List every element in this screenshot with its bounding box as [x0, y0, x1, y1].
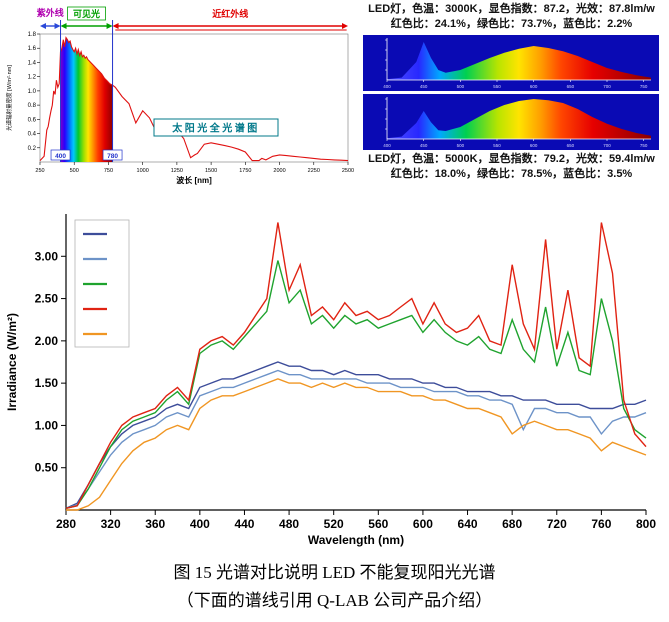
x-tick-label: 520 — [324, 517, 344, 531]
y-tick-label: 1.00 — [35, 418, 59, 432]
x-tick-label: 760 — [591, 517, 611, 531]
svg-text:2500: 2500 — [342, 168, 354, 174]
series-green — [65, 260, 647, 509]
svg-text:1.8: 1.8 — [28, 32, 37, 38]
svg-text:500: 500 — [457, 143, 465, 148]
x-tick-label: 360 — [145, 517, 165, 531]
svg-text:500: 500 — [457, 84, 465, 89]
solar-chart-svg: 0.2 0.4 0.6 0.8 1.0 1.2 1.4 1.6 1.8 250 500 750 1000… — [5, 6, 354, 185]
solar-chart-title: 太阳光全光谱图 — [171, 122, 260, 135]
svg-text:0.4: 0.4 — [28, 132, 37, 138]
solar-spectrum-chart: 0.2 0.4 0.6 0.8 1.0 1.2 1.4 1.6 1.8 250 500 750 1000… — [2, 4, 354, 204]
svg-text:1.0: 1.0 — [28, 89, 37, 95]
boundary-label: 780 — [107, 153, 118, 160]
chart-legend — [74, 219, 130, 348]
svg-text:750: 750 — [640, 143, 648, 148]
svg-text:600: 600 — [530, 84, 538, 89]
svg-text:400: 400 — [383, 143, 391, 148]
solar-spectrum-curve — [39, 36, 349, 162]
svg-text:650: 650 — [567, 84, 575, 89]
svg-text:2250: 2250 — [308, 168, 320, 174]
svg-text:650: 650 — [567, 143, 575, 148]
svg-text:1.4: 1.4 — [28, 60, 37, 66]
led-spectrum-image-top: 400 450 500 550 600 650 700 750 — [363, 35, 659, 91]
svg-text:450: 450 — [420, 84, 428, 89]
svg-text:400: 400 — [383, 84, 391, 89]
caption-line1: 图 15 光谱对比说明 LED 不能复现阳光光谱 — [173, 563, 496, 582]
svg-text:450: 450 — [420, 143, 428, 148]
led-img-bottom-svg: 400 450 500 550 600 650 700 750 — [363, 94, 659, 150]
nir-region-label: 近红外线 — [212, 8, 248, 19]
y-tick-label: 3.00 — [35, 249, 59, 263]
svg-text:1750: 1750 — [239, 168, 251, 174]
svg-text:0.2: 0.2 — [28, 146, 37, 152]
svg-text:0.6: 0.6 — [28, 117, 37, 123]
solar-yaxis-label: 光谱辐射量密度 [W/m²·nm] — [5, 65, 13, 131]
svg-text:550: 550 — [493, 143, 501, 148]
x-tick-label: 640 — [458, 517, 478, 531]
x-tick-label: 800 — [636, 517, 656, 531]
irradiance-xaxis-label: Wavelength (nm) — [308, 533, 404, 547]
x-tick-label: 280 — [56, 517, 76, 531]
visible-band-fill — [60, 37, 113, 162]
irradiance-chart-svg: 0.50 1.00 1.50 2.00 2.50 3.00 280 320 360 400 440 4… — [5, 214, 656, 547]
boundary-label: 400 — [55, 153, 66, 160]
x-tick-label: 440 — [234, 517, 254, 531]
svg-text:250: 250 — [35, 168, 44, 174]
led-img-top-svg: 400 450 500 550 600 650 700 750 — [363, 35, 659, 91]
series-steel-blue — [65, 369, 647, 509]
svg-text:750: 750 — [104, 168, 113, 174]
series-red — [65, 222, 647, 509]
svg-text:1.2: 1.2 — [28, 75, 37, 81]
x-tick-label: 320 — [101, 517, 121, 531]
led-3000k-specs-line1: LED灯，色温：3000K，显色指数：87.2，光效：87.8lm/w — [368, 3, 655, 15]
svg-text:700: 700 — [603, 143, 611, 148]
y-tick-label: 2.00 — [35, 334, 59, 348]
svg-text:600: 600 — [530, 143, 538, 148]
series-orange — [66, 378, 647, 511]
solar-xaxis-label: 波长 [nm] — [176, 175, 212, 185]
svg-text:0.8: 0.8 — [28, 103, 37, 109]
svg-text:550: 550 — [493, 84, 501, 89]
y-tick-label: 1.50 — [35, 376, 59, 390]
y-tick-label: 0.50 — [35, 461, 59, 475]
figure-caption: 图 15 光谱对比说明 LED 不能复现阳光光谱 （下面的谱线引用 Q-LAB … — [0, 559, 669, 615]
irradiance-yaxis-label: Irradiance (W/m²) — [5, 313, 19, 411]
led-3000k-specs-line2: 红色比：24.1%，绿色比：73.7%，蓝色比：2.2% — [390, 18, 633, 30]
svg-text:1250: 1250 — [171, 168, 183, 174]
svg-text:700: 700 — [603, 84, 611, 89]
y-tick-label: 2.50 — [35, 292, 59, 306]
x-tick-label: 720 — [547, 517, 567, 531]
svg-text:750: 750 — [640, 84, 648, 89]
visible-region-label: 可见光 — [73, 8, 100, 19]
led-spectrum-fill — [387, 42, 651, 80]
led-spectrum-fill — [387, 99, 651, 139]
svg-text:2000: 2000 — [273, 168, 285, 174]
caption-line2: （下面的谱线引用 Q-LAB 公司产品介绍） — [176, 591, 493, 610]
uv-region-label: 紫外线 — [37, 7, 64, 18]
x-tick-label: 680 — [502, 517, 522, 531]
led-spectra-panel: LED灯，色温：3000K，显色指数：87.2，光效：87.8lm/w 红色比：… — [354, 2, 669, 206]
x-tick-label: 400 — [190, 517, 210, 531]
x-tick-label: 560 — [368, 517, 388, 531]
led-spectrum-image-bottom: 400 450 500 550 600 650 700 750 — [363, 94, 659, 150]
led-5000k-specs-line2: 红色比：18.0%，绿色比：78.5%，蓝色比：3.5% — [390, 168, 633, 180]
x-tick-label: 480 — [279, 517, 299, 531]
svg-text:500: 500 — [70, 168, 79, 174]
svg-text:1000: 1000 — [137, 168, 149, 174]
x-tick-label: 600 — [413, 517, 433, 531]
svg-text:1.6: 1.6 — [28, 46, 37, 52]
svg-text:1500: 1500 — [205, 168, 217, 174]
led-5000k-specs-line1: LED灯，色温：5000K，显色指数：79.2，光效：59.4lm/w — [368, 153, 655, 165]
irradiance-comparison-chart: 0.50 1.00 1.50 2.00 2.50 3.00 280 320 360 400 440 4… — [0, 206, 669, 558]
series-dark-blue — [65, 361, 647, 509]
